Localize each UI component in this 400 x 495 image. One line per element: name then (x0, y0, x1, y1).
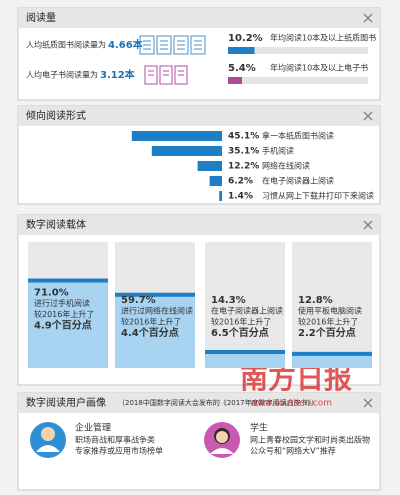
form-bar (131, 131, 222, 141)
form-desc: 网络在线阅读 (262, 161, 310, 171)
percent-track (228, 77, 368, 84)
carrier-bar-top (28, 278, 108, 283)
user-role: 企业管理 (75, 422, 111, 434)
percent-label: 10.2% (228, 33, 263, 44)
form-bar (151, 146, 222, 156)
form-label: 6.2% (228, 177, 253, 187)
carrier-label: 12.8% (298, 295, 333, 306)
user-line: 职场商战和厚事战争类 (75, 435, 155, 445)
carrier-change: 6.5个百分点 (211, 326, 269, 339)
form-desc: 手机阅读 (262, 146, 294, 156)
carrier-change-text: 较2016年上升了 (211, 317, 271, 327)
section-title: 数字阅读用户画像 (26, 396, 106, 409)
user-line: 网上青春校园文学和时尚类出版物 (250, 435, 370, 445)
carrier-change-text: 较2016年上升了 (34, 309, 94, 319)
carrier-change: 4.9个百分点 (34, 319, 92, 332)
carrier-bar-top (115, 292, 195, 297)
form-desc: 在电子阅读器上阅读 (262, 176, 334, 186)
source-note: （2018中国数字阅读大会发布的《2017年度数字阅读白皮书》） (118, 398, 318, 407)
percent-desc: 年均阅读10本及以上电子书 (270, 63, 368, 73)
ebook-icon (144, 65, 188, 85)
volume-amount: 4.66本 (108, 38, 144, 51)
percent-desc: 年均阅读10本及以上纸质图书 (270, 33, 376, 43)
carrier-track (205, 242, 285, 368)
section-title: 阅读量 (26, 11, 56, 24)
carrier-desc: 使用平板电脑阅读 (298, 306, 362, 316)
carrier-label: 14.3% (211, 295, 246, 306)
carrier-change: 2.2个百分点 (298, 326, 356, 339)
carrier-desc: 进行过网络在线阅读 (121, 306, 193, 316)
carrier-bar (28, 278, 108, 368)
carrier-bar-top (205, 349, 285, 354)
percent-bar (228, 47, 255, 54)
paper-book-icon (139, 35, 206, 55)
carrier-change-text: 较2016年上升了 (121, 317, 181, 327)
carrier-change: 4.4个百分点 (121, 326, 179, 339)
form-bar (209, 176, 222, 186)
form-label: 45.1% (228, 132, 259, 142)
volume-text: 人均纸质图书阅读量为 (26, 40, 106, 50)
carrier-track (292, 242, 372, 368)
form-bar (197, 161, 222, 171)
watermark-url: www.southcn.com (250, 399, 332, 409)
carrier-change-text: 较2016年上升了 (298, 317, 358, 327)
form-desc: 习惯从网上下载并打印下来阅读 (262, 191, 374, 201)
form-label: 12.2% (228, 162, 259, 172)
percent-track (228, 47, 368, 54)
form-label: 35.1% (228, 147, 259, 157)
carrier-desc: 在电子阅读器上阅读 (211, 306, 283, 316)
user-role: 学生 (250, 422, 268, 434)
volume-amount: 3.12本 (100, 68, 136, 81)
percent-label: 5.4% (228, 63, 256, 74)
carrier-bar-top (292, 351, 372, 356)
form-bar (219, 191, 222, 201)
section-title: 数字阅读载体 (26, 218, 86, 231)
carrier-bar (205, 349, 285, 368)
user-line: 专家推荐或应用市场榜单 (75, 446, 163, 456)
section-title: 倾向阅读形式 (26, 109, 86, 122)
avatar-student (204, 422, 240, 458)
carrier-label: 59.7% (121, 295, 156, 306)
carrier-desc: 进行过手机阅读 (34, 298, 90, 308)
close-icons[interactable] (363, 13, 373, 408)
carrier-label: 71.0% (34, 288, 69, 299)
avatar-manager (30, 422, 66, 458)
carrier-bar (115, 292, 195, 368)
user-line: 公众号和“网络大V”推荐 (250, 446, 336, 456)
volume-text: 人均电子书阅读量为 (26, 70, 98, 80)
percent-bar (228, 77, 243, 84)
carrier-bar (292, 351, 372, 368)
form-desc: 拿一本纸质图书阅读 (262, 131, 334, 141)
form-label: 1.4% (228, 192, 253, 202)
